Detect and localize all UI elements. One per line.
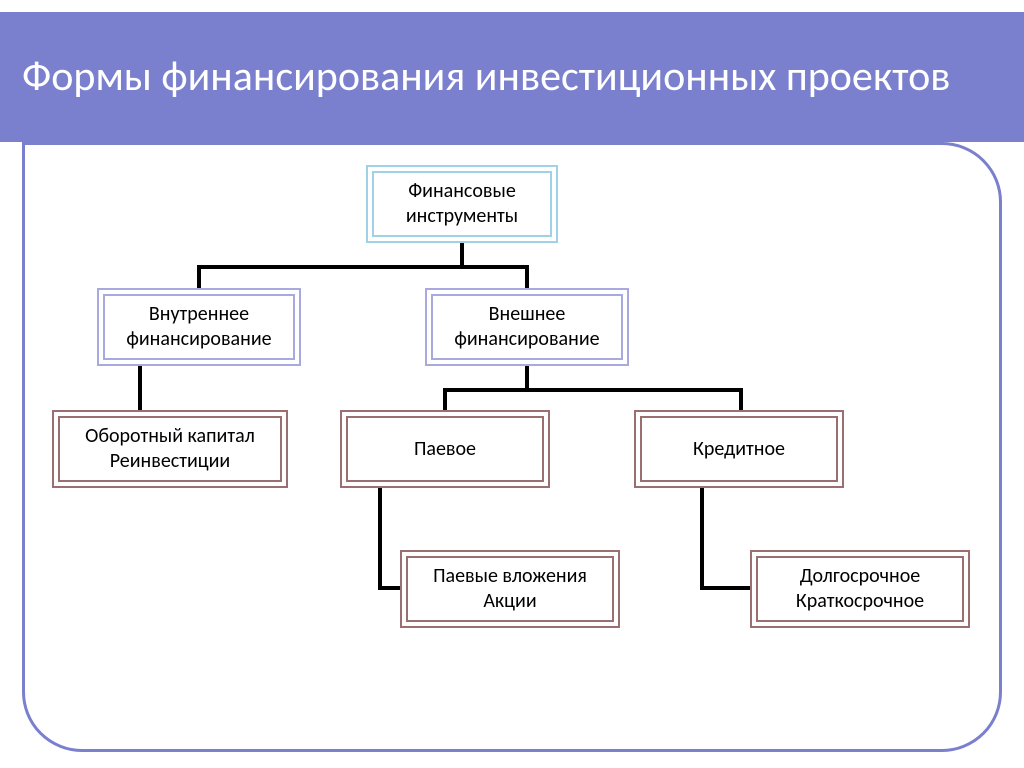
node-internal-label: Внутреннеефинансирование [126,302,271,352]
node-external: Внешнеефинансирование [425,288,629,366]
connector [525,366,529,388]
connector [739,388,743,410]
connector [197,265,201,288]
node-share: Паевое [340,410,550,488]
connector [443,388,447,410]
node-credit: Кредитное [634,410,844,488]
node-credit-leaf: ДолгосрочноеКраткосрочное [750,550,970,628]
title-bar: Формы финансирования инвестиционных прое… [0,12,1024,142]
node-share-leaf-label: Паевые вложенияАкции [433,564,587,614]
node-working: Оборотный капиталРеинвестиции [52,410,288,488]
node-working-label: Оборотный капиталРеинвестиции [85,424,255,474]
node-external-label: Внешнеефинансирование [454,302,599,352]
connector [378,488,382,588]
node-root-label: Финансовыеинструменты [406,179,518,229]
node-share-leaf: Паевые вложенияАкции [400,550,620,628]
connector [443,388,743,392]
node-root: Финансовыеинструменты [366,165,558,243]
connector [525,265,529,288]
connector [700,586,750,590]
node-internal: Внутреннеефинансирование [97,288,301,366]
node-share-label: Паевое [414,437,476,462]
connector [700,488,704,588]
connector [197,265,529,269]
node-credit-leaf-label: ДолгосрочноеКраткосрочное [796,564,924,614]
node-credit-label: Кредитное [693,437,785,462]
connector [138,366,142,410]
slide-title: Формы финансирования инвестиционных прое… [22,54,950,100]
connector [378,586,400,590]
slide: Формы финансирования инвестиционных прое… [0,0,1024,768]
connector [460,243,464,265]
